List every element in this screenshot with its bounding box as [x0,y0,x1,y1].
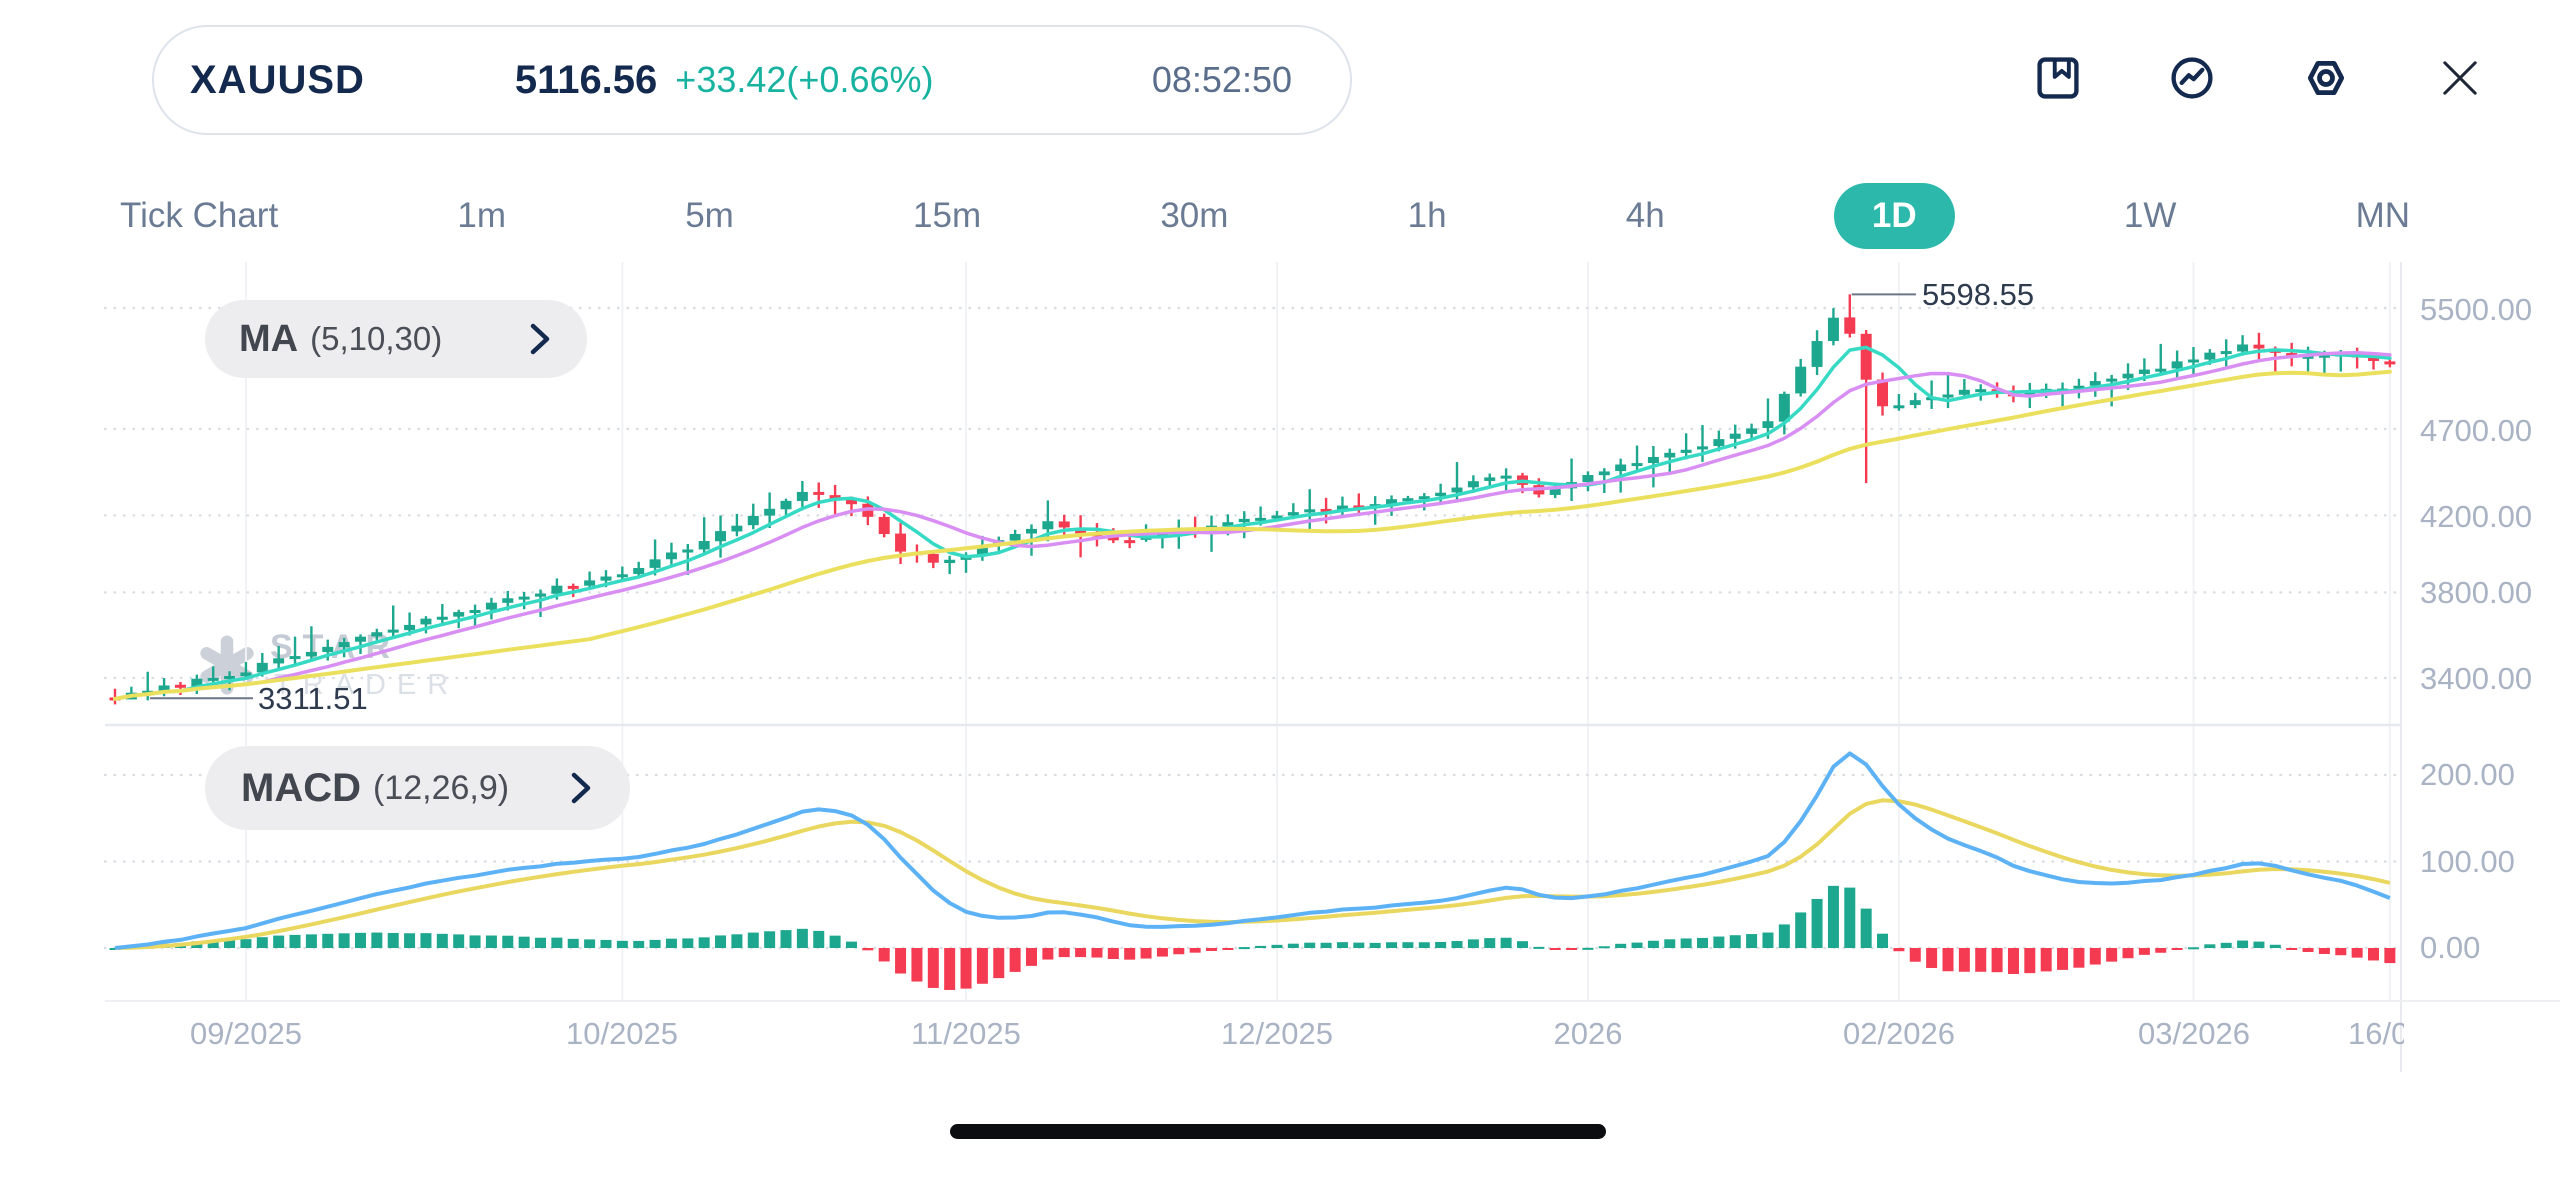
price-change: +33.42(+0.66%) [675,59,934,100]
home-indicator-bar[interactable] [950,1124,1606,1139]
timeframe-tabs: Tick Chart 1m 5m 15m 30m 1h 4h 1D 1W MN [110,172,2420,260]
price-tick: 3800.00 [2420,575,2533,610]
x-axis-label: 02/2026 [1842,1016,1956,1051]
macd-tick: 100.00 [2420,844,2515,879]
star-logo-icon [200,635,254,695]
last-price: 5116.56 [514,57,658,102]
price-tick: 3400.00 [2420,661,2533,696]
x-axis-label: 16/0 [2348,1016,2404,1051]
macd-label: MACD [241,765,361,810]
chart-toolbar [2032,52,2486,104]
watermark-brand-top: STAR [270,628,401,666]
tab-15m[interactable]: 15m [913,196,982,235]
indicator-line-icon[interactable] [2166,52,2218,104]
tab-30m[interactable]: 30m [1160,196,1229,235]
tab-4h[interactable]: 4h [1625,196,1665,235]
chevron-right-icon [568,770,594,806]
macd-params: (12,26,9) [372,768,510,807]
settings-nut-icon[interactable] [2300,52,2352,104]
x-axis-label: 10/2025 [565,1016,679,1051]
session-low-label: 3311.51 [258,681,368,716]
chevron-right-icon [527,321,553,357]
x-axis-label: 03/2026 [2137,1016,2251,1051]
tab-mn[interactable]: MN [2355,196,2410,235]
server-time: 08:52:50 [1151,59,1292,100]
close-icon[interactable] [2434,52,2486,104]
macd-indicator-button[interactable]: MACD (12,26,9) [205,746,630,830]
tab-1m[interactable]: 1m [457,196,506,235]
price-tick: 5500.00 [2420,292,2533,327]
bookmark-icon[interactable] [2032,52,2084,104]
x-axis-label: 12/2025 [1220,1016,1334,1051]
price-tick: 4200.00 [2420,499,2533,534]
session-high-label: 5598.55 [1922,277,2035,312]
watermark-brand-bottom: TRADER [274,669,460,701]
symbol-name: XAUUSD [190,57,365,102]
tab-1w[interactable]: 1W [2123,196,2177,235]
macd-tick: 200.00 [2420,757,2515,792]
x-axis-label: 09/2025 [189,1016,303,1051]
broker-watermark: STAR TRADER [196,628,459,702]
ma-label: MA [239,317,299,360]
x-axis-label: 11/2025 [911,1016,1021,1051]
macd-tick: 0.00 [2420,930,2481,965]
tab-1d-selected[interactable]: 1D [1833,183,1955,249]
symbol-summary-pill[interactable]: XAUUSD 5116.56 +33.42(+0.66%) 08:52:50 [152,25,1352,135]
tab-1h[interactable]: 1h [1407,196,1447,235]
ma-params: (5,10,30) [310,320,443,357]
tab-5m[interactable]: 5m [685,196,734,235]
ma-indicator-button[interactable]: MA (5,10,30) [205,300,587,378]
tab-tick-chart[interactable]: Tick Chart [120,196,279,235]
x-axis-label: 2026 [1553,1016,1623,1051]
price-tick: 4700.00 [2420,413,2533,448]
